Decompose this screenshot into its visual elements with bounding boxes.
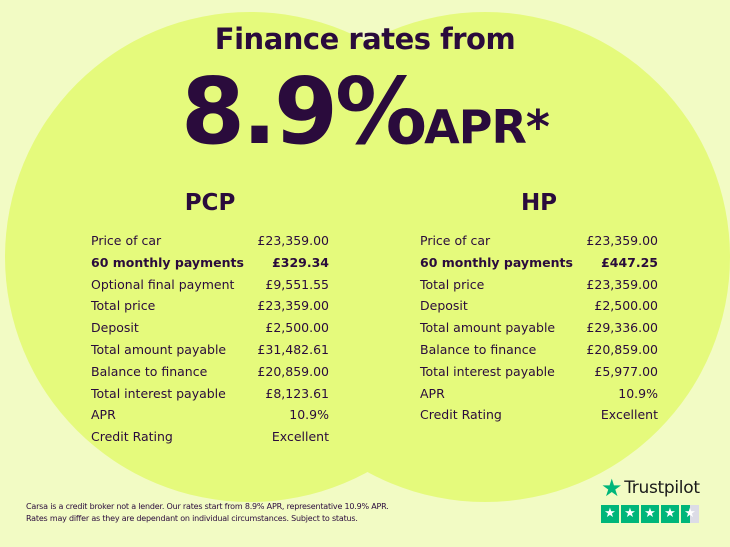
row-label: APR xyxy=(91,407,116,423)
table-row: Total amount payable £31,482.61 xyxy=(91,339,329,361)
row-label: Credit Rating xyxy=(91,429,173,445)
row-label: Total interest payable xyxy=(91,385,226,401)
disclaimer: Carsa is a credit broker not a lender. O… xyxy=(26,501,389,525)
table-row: APR 10.9% xyxy=(420,383,658,405)
row-value: £31,482.61 xyxy=(257,341,329,357)
row-value: £23,359.00 xyxy=(257,233,329,248)
table-row: Optional final payment £9,551.55 xyxy=(91,274,329,296)
table-row: 60 monthly payments £329.34 xyxy=(91,252,329,274)
trustpilot-badge: ★ Trustpilot ★ ★ ★ ★ ★ xyxy=(601,474,700,523)
rating-star-icon: ★ xyxy=(621,505,639,523)
row-value: £5,977.00 xyxy=(594,363,658,379)
disclaimer-line-1: Carsa is a credit broker not a lender. O… xyxy=(26,502,389,511)
table-row: Total interest payable £8,123.61 xyxy=(91,383,329,405)
rating-star-icon: ★ xyxy=(661,505,679,523)
table-row: Price of car £23,359.00 xyxy=(91,230,329,252)
row-value: £2,500.00 xyxy=(594,298,658,314)
rating-star-icon: ★ xyxy=(681,505,699,523)
table-row: Credit Rating Excellent xyxy=(420,404,658,426)
row-value: £29,336.00 xyxy=(586,320,658,336)
hp-heading: HP xyxy=(520,190,558,216)
table-row: APR 10.9% xyxy=(91,404,329,426)
row-label: Price of car xyxy=(420,233,491,248)
row-label: Total amount payable xyxy=(420,320,556,336)
row-label: Total price xyxy=(420,276,485,292)
trustpilot-rating: ★ ★ ★ ★ ★ xyxy=(601,505,700,523)
row-label: Deposit xyxy=(91,320,139,336)
row-label: Optional final payment xyxy=(91,276,235,292)
table-row: Deposit £2,500.00 xyxy=(91,317,329,339)
row-value: £8,123.61 xyxy=(265,385,329,401)
table-row: Balance to finance £20,859.00 xyxy=(91,361,329,383)
row-label: Total interest payable xyxy=(420,363,555,379)
row-value: £23,359.00 xyxy=(586,276,658,292)
table-row: Total interest payable £5,977.00 xyxy=(420,361,658,383)
row-label: 60 monthly payments xyxy=(91,254,244,270)
row-value: 10.9% xyxy=(618,385,658,401)
row-label: 60 monthly payments xyxy=(420,254,573,270)
row-value: Excellent xyxy=(600,407,658,423)
row-label: Total price xyxy=(91,298,156,314)
rate-value: 8.9% xyxy=(181,58,427,165)
trustpilot-name: Trustpilot xyxy=(624,478,700,498)
table-row: Total price £23,359.00 xyxy=(91,295,329,317)
row-label: Price of car xyxy=(91,233,162,248)
row-label: Balance to finance xyxy=(91,363,208,379)
row-label: Deposit xyxy=(420,298,468,314)
row-value: £447.25 xyxy=(601,254,658,270)
row-value: £9,551.55 xyxy=(265,276,329,292)
hp-panel: HP Price of car £23,359.00 60 monthly paym… xyxy=(420,190,658,426)
star-icon: ★ xyxy=(601,474,623,502)
rating-star-icon: ★ xyxy=(601,505,619,523)
row-value: £23,359.00 xyxy=(586,233,658,248)
row-value: £2,500.00 xyxy=(265,320,329,336)
row-label: Balance to finance xyxy=(420,341,537,357)
table-row: Balance to finance £20,859.00 xyxy=(420,339,658,361)
pcp-heading: PCP xyxy=(184,190,236,216)
row-label: APR xyxy=(420,385,445,401)
table-row: Credit Rating Excellent xyxy=(91,426,329,448)
pcp-panel: PCP Price of car £23,359.00 60 monthly pay… xyxy=(91,190,329,448)
row-label: Credit Rating xyxy=(420,407,502,423)
table-row: 60 monthly payments £447.25 xyxy=(420,252,658,274)
table-row: Total price £23,359.00 xyxy=(420,274,658,296)
page-title: Finance rates from xyxy=(214,22,516,56)
row-value: £20,859.00 xyxy=(586,341,658,357)
row-value: 10.9% xyxy=(289,407,329,423)
row-value: £23,359.00 xyxy=(257,298,329,314)
headline-rate: 8.9%APR* xyxy=(0,58,730,165)
disclaimer-line-2: Rates may differ as they are dependant o… xyxy=(26,514,358,523)
rating-star-icon: ★ xyxy=(641,505,659,523)
table-row: Deposit £2,500.00 xyxy=(420,295,658,317)
row-value: £20,859.00 xyxy=(257,363,329,379)
row-label: Total amount payable xyxy=(91,341,227,357)
table-row: Price of car £23,359.00 xyxy=(420,230,658,252)
table-row: Total amount payable £29,336.00 xyxy=(420,317,658,339)
decor-circle-right xyxy=(240,12,730,502)
row-value: Excellent xyxy=(271,429,329,445)
row-value: £329.34 xyxy=(272,254,329,270)
rate-suffix: APR* xyxy=(424,100,550,154)
